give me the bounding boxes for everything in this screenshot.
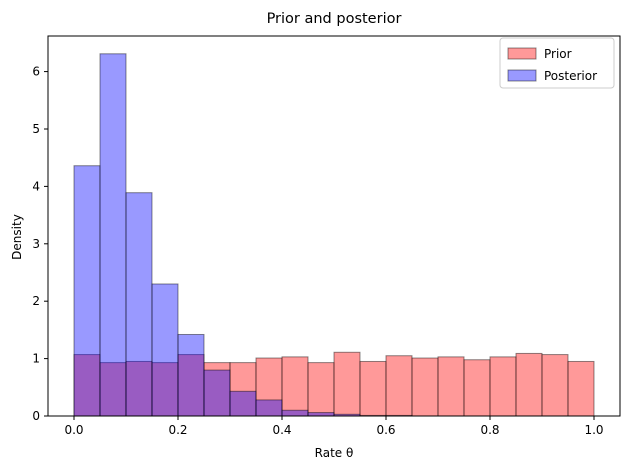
bar-prior-11 xyxy=(359,360,387,417)
bar-prior-0 xyxy=(73,354,101,417)
bar-prior-18 xyxy=(541,354,569,417)
bar-posterior-4 xyxy=(177,333,205,417)
legend-swatch-prior xyxy=(507,47,537,60)
y-tick-label: 4 xyxy=(32,179,40,193)
y-axis-label: Density xyxy=(10,214,24,260)
bar-prior-1 xyxy=(99,362,127,417)
x-axis-label: Rate θ xyxy=(315,446,354,460)
series-prior xyxy=(73,351,595,417)
y-tick-label: 6 xyxy=(32,65,40,79)
bar-prior-17 xyxy=(515,352,543,417)
legend-swatch-posterior xyxy=(507,69,537,82)
bar-prior-2 xyxy=(125,360,153,417)
bar-posterior-7 xyxy=(255,399,283,417)
x-tick-label: 0.4 xyxy=(272,423,291,437)
bar-prior-12 xyxy=(385,355,413,417)
y-tick-label: 1 xyxy=(32,352,40,366)
bar-posterior-0 xyxy=(73,165,101,417)
bar-prior-6 xyxy=(229,362,257,417)
bar-posterior-9 xyxy=(307,412,335,417)
x-tick-label: 0.0 xyxy=(64,423,83,437)
bar-prior-16 xyxy=(489,356,517,417)
bar-prior-10 xyxy=(333,351,361,417)
legend-label-prior: Prior xyxy=(544,47,572,61)
x-axis: 0.0 0.2 0.4 0.6 0.8 1.0 xyxy=(64,416,604,437)
bar-prior-9 xyxy=(307,362,335,417)
y-tick-label: 2 xyxy=(32,294,40,308)
x-tick-label: 0.2 xyxy=(168,423,187,437)
bar-posterior-6 xyxy=(229,390,257,417)
bar-prior-8 xyxy=(281,356,309,417)
x-tick-label: 1.0 xyxy=(584,423,603,437)
plot-frame xyxy=(47,35,621,417)
x-tick-label: 0.6 xyxy=(376,423,395,437)
x-tick-label: 0.8 xyxy=(480,423,499,437)
bar-prior-7 xyxy=(255,357,283,417)
legend: Prior Posterior xyxy=(499,37,615,89)
bar-prior-14 xyxy=(437,356,465,417)
bar-posterior-3 xyxy=(151,283,179,417)
bar-prior-19 xyxy=(567,360,595,417)
bar-posterior-1 xyxy=(99,53,127,417)
bar-posterior-2 xyxy=(125,192,153,417)
series-posterior xyxy=(73,53,413,417)
bars-layer xyxy=(73,53,595,417)
legend-label-posterior: Posterior xyxy=(544,69,597,83)
bar-posterior-8 xyxy=(281,409,309,417)
chart-title: Prior and posterior xyxy=(267,11,402,27)
y-tick-label: 0 xyxy=(32,409,40,423)
bar-prior-15 xyxy=(463,359,491,417)
y-tick-label: 3 xyxy=(32,237,40,251)
y-axis: 0 1 2 3 4 5 6 xyxy=(32,65,48,423)
bar-posterior-5 xyxy=(203,369,231,417)
legend-box xyxy=(499,37,615,89)
y-tick-label: 5 xyxy=(32,122,40,136)
bar-prior-13 xyxy=(411,357,439,417)
